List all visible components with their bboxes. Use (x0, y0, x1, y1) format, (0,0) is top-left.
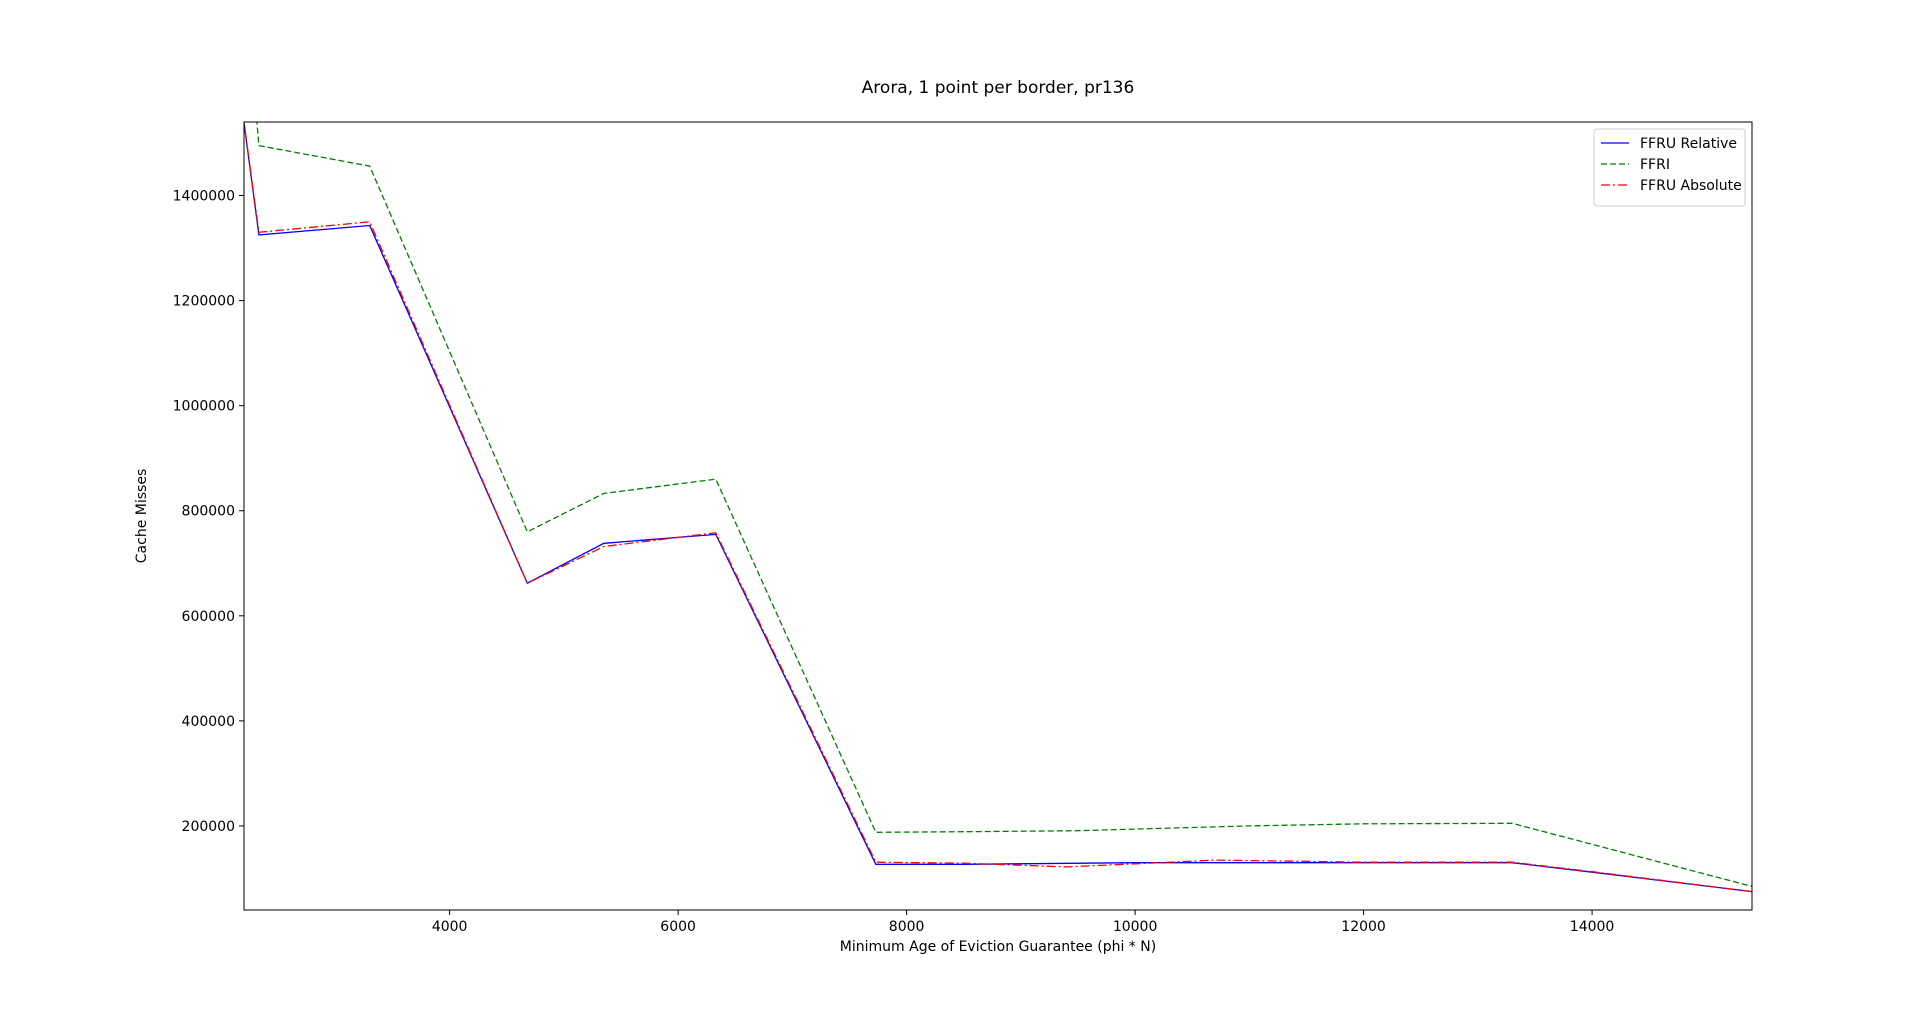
legend-label-0: FFRU Relative (1640, 136, 1737, 152)
plot-frame (243, 121, 1753, 911)
x-tick-label: 14000 (1570, 919, 1615, 935)
series-line-1 (256, 122, 1752, 888)
legend-label-2: FFRU Absolute (1640, 178, 1742, 194)
series-line-2 (244, 122, 1752, 893)
x-axis-label: Minimum Age of Eviction Guarantee (phi *… (840, 939, 1156, 955)
y-tick-label: 1400000 (173, 189, 235, 205)
y-tick-label: 600000 (182, 609, 235, 625)
y-tick-label: 400000 (182, 714, 235, 730)
y-axis-label: Cache Misses (134, 469, 150, 563)
series-line-0 (244, 122, 1752, 893)
y-tick-label: 1000000 (173, 399, 235, 415)
y-axis-ticks: 200000 400000 600000 800000 1000000 1200000 14… (173, 189, 244, 835)
series-group (244, 122, 1752, 893)
x-axis-ticks: 4000 6000 8000 10000 12000 14000 (432, 910, 1615, 935)
y-tick-label: 200000 (182, 819, 235, 835)
x-tick-label: 4000 (432, 919, 468, 935)
y-tick-label: 1200000 (173, 294, 235, 310)
x-tick-label: 12000 (1341, 919, 1386, 935)
legend-label-1: FFRI (1640, 157, 1670, 173)
y-tick-label: 800000 (182, 504, 235, 520)
x-tick-label: 6000 (660, 919, 696, 935)
legend-box (1593, 128, 1746, 207)
x-tick-label: 8000 (889, 919, 925, 935)
legend: FFRU Relative FFRI FFRU Absolute (1593, 128, 1746, 207)
chart-title: Arora, 1 point per border, pr136 (862, 78, 1135, 98)
x-tick-label: 10000 (1113, 919, 1158, 935)
